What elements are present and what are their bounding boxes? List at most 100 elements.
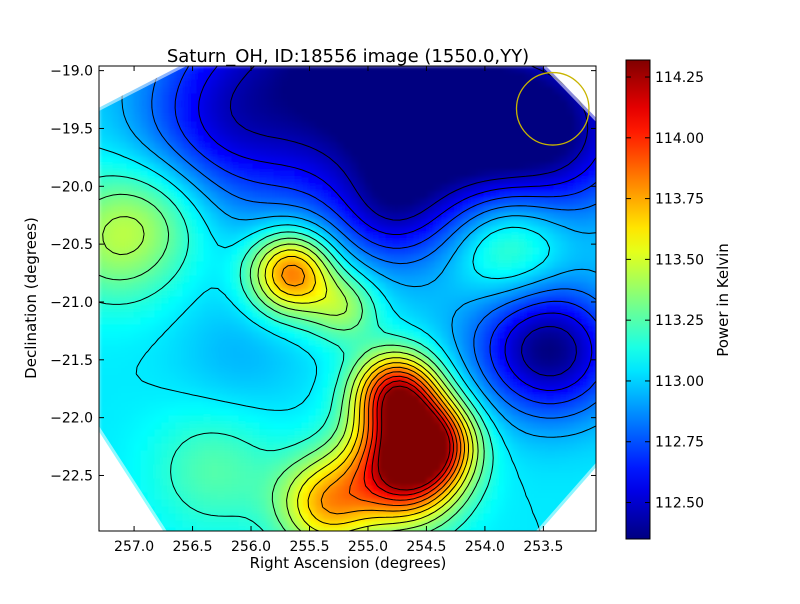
heatmap-cell: [337, 122, 345, 130]
heatmap-cell: [519, 437, 527, 445]
heatmap-cell: [554, 108, 562, 116]
heatmap-cell: [309, 136, 317, 144]
heatmap-cell: [106, 108, 114, 116]
heatmap-cell: [540, 101, 548, 109]
heatmap-cell: [309, 164, 317, 172]
heatmap-cell: [267, 360, 275, 368]
heatmap-cell: [162, 395, 170, 403]
heatmap-cell: [596, 360, 604, 368]
heatmap-cell: [491, 451, 499, 459]
heatmap-cell: [127, 444, 135, 452]
heatmap-cell: [218, 122, 226, 130]
heatmap-cell: [386, 192, 394, 200]
heatmap-cell: [358, 339, 366, 347]
heatmap-cell: [267, 402, 275, 410]
heatmap-cell: [309, 185, 317, 193]
heatmap-cell: [386, 388, 394, 396]
heatmap-cell: [554, 381, 562, 389]
heatmap-cell: [225, 248, 233, 256]
heatmap-cell: [386, 465, 394, 473]
heatmap-cell: [120, 395, 128, 403]
heatmap-cell: [162, 87, 170, 95]
heatmap-cell: [407, 479, 415, 487]
heatmap-cell: [190, 521, 198, 529]
heatmap-cell: [274, 367, 282, 375]
heatmap-cell: [407, 290, 415, 298]
heatmap-cell: [463, 444, 471, 452]
heatmap-cell: [582, 444, 590, 452]
heatmap-cell: [134, 199, 142, 207]
heatmap-cell: [498, 171, 506, 179]
heatmap-cell: [260, 339, 268, 347]
heatmap-cell: [127, 150, 135, 158]
heatmap-cell: [204, 269, 212, 277]
heatmap-cell: [204, 416, 212, 424]
heatmap-cell: [225, 416, 233, 424]
heatmap-cell: [505, 241, 513, 249]
heatmap-cell: [589, 178, 597, 186]
heatmap-cell: [596, 325, 604, 333]
heatmap-cell: [463, 353, 471, 361]
heatmap-cell: [232, 339, 240, 347]
heatmap-cell: [190, 367, 198, 375]
heatmap-cell: [162, 150, 170, 158]
heatmap-cell: [106, 143, 114, 151]
heatmap-cell: [547, 108, 555, 116]
heatmap-cell: [582, 178, 590, 186]
heatmap-cell: [309, 402, 317, 410]
heatmap-cell: [358, 164, 366, 172]
heatmap-cell: [225, 220, 233, 228]
heatmap-cell: [561, 199, 569, 207]
heatmap-cell: [218, 178, 226, 186]
heatmap-cell: [134, 423, 142, 431]
heatmap-cell: [106, 164, 114, 172]
heatmap-cell: [477, 381, 485, 389]
heatmap-cell: [547, 458, 555, 466]
heatmap-cell: [407, 395, 415, 403]
heatmap-cell: [414, 423, 422, 431]
heatmap-cell: [568, 150, 576, 158]
heatmap-cell: [463, 290, 471, 298]
heatmap-cell: [295, 290, 303, 298]
heatmap-cell: [183, 311, 191, 319]
heatmap-cell: [246, 150, 254, 158]
heatmap-cell: [414, 122, 422, 130]
heatmap-cell: [155, 423, 163, 431]
heatmap-cell: [176, 199, 184, 207]
heatmap-cell: [99, 339, 107, 347]
heatmap-cell: [246, 199, 254, 207]
heatmap-cell: [134, 388, 142, 396]
heatmap-cell: [575, 108, 583, 116]
heatmap-cell: [113, 395, 121, 403]
heatmap-cell: [162, 479, 170, 487]
heatmap-cell: [162, 444, 170, 452]
heatmap-cell: [204, 402, 212, 410]
heatmap-cell: [316, 507, 324, 515]
heatmap-cell: [113, 269, 121, 277]
heatmap-cell: [428, 227, 436, 235]
heatmap-cell: [512, 220, 520, 228]
heatmap-cell: [204, 367, 212, 375]
heatmap-cell: [519, 402, 527, 410]
heatmap-cell: [414, 409, 422, 417]
heatmap-cell: [148, 430, 156, 438]
heatmap-cell: [407, 66, 415, 74]
heatmap-cell: [155, 416, 163, 424]
heatmap-cell: [323, 374, 331, 382]
heatmap-cell: [239, 248, 247, 256]
heatmap-cell: [211, 465, 219, 473]
heatmap-cell: [162, 423, 170, 431]
heatmap-cell: [596, 297, 604, 305]
heatmap-cell: [554, 150, 562, 158]
heatmap-cell: [120, 360, 128, 368]
heatmap-cell: [281, 234, 289, 242]
heatmap-cell: [568, 234, 576, 242]
heatmap-cell: [589, 451, 597, 459]
heatmap-cell: [498, 479, 506, 487]
heatmap-cell: [106, 136, 114, 144]
heatmap-cell: [267, 367, 275, 375]
heatmap-cell: [141, 479, 149, 487]
heatmap-cell: [295, 192, 303, 200]
heatmap-cell: [337, 150, 345, 158]
